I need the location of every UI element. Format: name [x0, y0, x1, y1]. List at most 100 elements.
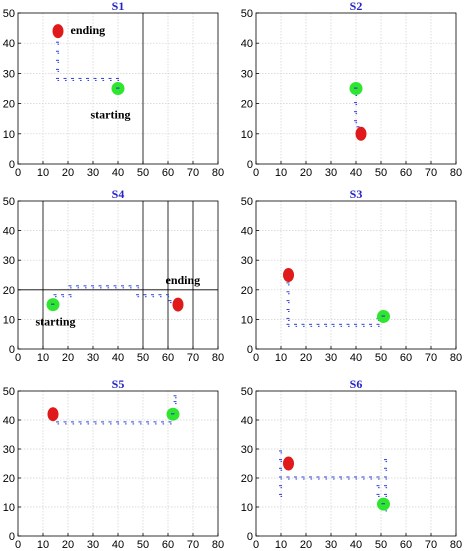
y-tick-label: 30 — [241, 444, 253, 456]
path-point — [339, 476, 343, 480]
x-tick-label: 30 — [87, 539, 99, 551]
x-tick-label: 80 — [212, 352, 224, 364]
x-tick-label: 40 — [350, 352, 362, 364]
path-point — [83, 285, 87, 289]
path-point — [384, 467, 388, 471]
start-point — [349, 82, 363, 95]
path-point — [123, 421, 127, 425]
path-point — [173, 401, 177, 405]
path-point — [121, 285, 125, 289]
path-point — [331, 323, 335, 327]
path-point — [354, 323, 358, 327]
x-tick-label: 30 — [325, 539, 337, 551]
path-point — [146, 421, 150, 425]
path-point — [86, 77, 90, 81]
y-tick-label: 0 — [9, 344, 15, 356]
x-tick-label: 60 — [400, 352, 412, 364]
y-tick-label: 0 — [247, 344, 253, 356]
x-tick-label: 30 — [87, 167, 99, 179]
panel-s1: 0 10 20 30 40 50 60 70 80 0 10 20 30 40 50 S1 ending star… — [3, 0, 224, 179]
start-point — [166, 407, 180, 421]
x-tick-label: 0 — [253, 352, 259, 364]
x-tick-label: 0 — [15, 167, 21, 179]
x-tick-label: 20 — [300, 539, 312, 551]
path-point — [286, 476, 290, 480]
y-tick-label: 20 — [3, 473, 15, 485]
path-point — [108, 77, 112, 81]
path-point — [166, 294, 170, 298]
path-point — [384, 476, 388, 480]
x-tick-label: 70 — [187, 539, 199, 551]
y-tick-label: 30 — [3, 68, 15, 80]
path-point — [279, 485, 283, 489]
path-point — [63, 77, 67, 81]
path-point — [168, 421, 172, 425]
x-tick-label: 70 — [187, 167, 199, 179]
y-tick-label: 0 — [247, 159, 253, 171]
x-tick-label: 80 — [450, 539, 462, 551]
y-tick-label: 10 — [3, 502, 15, 514]
x-tick-label: 50 — [375, 167, 387, 179]
path-point — [301, 476, 305, 480]
end-point — [52, 24, 64, 39]
x-tick-label: 20 — [62, 167, 74, 179]
y-tick-label: 40 — [3, 38, 15, 50]
path-point — [93, 77, 97, 81]
panel-title: S5 — [112, 377, 125, 391]
path-point — [279, 450, 283, 454]
path-point — [286, 282, 290, 286]
path-point — [354, 111, 358, 115]
path-point — [309, 476, 313, 480]
path-point — [56, 68, 60, 72]
y-tick-label: 50 — [241, 8, 253, 20]
path-point — [56, 50, 60, 54]
y-tick-label: 10 — [241, 314, 253, 326]
y-tick-label: 10 — [3, 314, 15, 326]
panel-s3: 0 10 20 30 40 50 60 70 80 0 10 20 30 40 50 S3 — [241, 187, 462, 364]
path-point — [53, 294, 57, 298]
y-tick-label: 30 — [3, 255, 15, 267]
path-point — [63, 421, 67, 425]
x-tick-label: 60 — [162, 539, 174, 551]
x-tick-label: 40 — [112, 167, 124, 179]
x-tick-label: 50 — [137, 352, 149, 364]
start-point — [377, 309, 390, 323]
y-tick-label: 10 — [241, 129, 253, 141]
path-point — [354, 120, 358, 124]
path-point — [136, 294, 140, 298]
panel-s5: 0 10 20 30 40 50 60 70 80 0 10 20 30 40 50 S5 — [3, 377, 224, 551]
y-tick-label: 40 — [3, 415, 15, 427]
x-tick-label: 60 — [400, 167, 412, 179]
y-tick-label: 50 — [3, 8, 15, 20]
x-tick-label: 50 — [137, 539, 149, 551]
path-point — [56, 41, 60, 45]
path-point — [279, 467, 283, 471]
y-tick-label: 20 — [3, 285, 15, 297]
path-point — [71, 421, 75, 425]
x-tick-label: 40 — [350, 539, 362, 551]
path-point — [316, 476, 320, 480]
path-point — [331, 476, 335, 480]
x-tick-label: 10 — [37, 167, 49, 179]
y-tick-label: 0 — [9, 159, 15, 171]
x-tick-label: 10 — [275, 352, 287, 364]
x-tick-label: 0 — [15, 352, 21, 364]
x-tick-label: 30 — [325, 352, 337, 364]
y-tick-label: 10 — [241, 502, 253, 514]
y-tick-label: 40 — [241, 415, 253, 427]
path-point — [294, 323, 298, 327]
x-tick-label: 40 — [350, 167, 362, 179]
annotation-label: ending — [71, 23, 106, 37]
path-point — [286, 300, 290, 304]
annotation-label: ending — [166, 273, 201, 287]
path-point — [354, 476, 358, 480]
path-point — [131, 421, 135, 425]
path-point — [361, 323, 365, 327]
path-point — [138, 421, 142, 425]
path-point — [294, 476, 298, 480]
x-tick-label: 10 — [275, 167, 287, 179]
path-point — [346, 476, 350, 480]
annotation-label: starting — [36, 314, 76, 328]
path-point — [376, 476, 380, 480]
